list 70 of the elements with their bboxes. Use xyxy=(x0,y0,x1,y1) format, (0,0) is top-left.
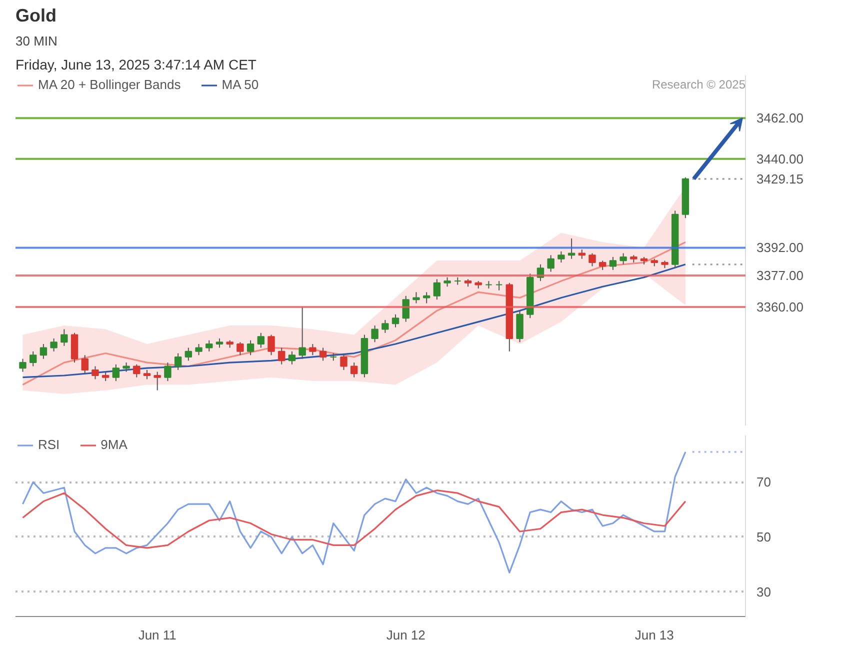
candlestick xyxy=(19,358,26,372)
candlestick xyxy=(40,344,48,360)
candlestick xyxy=(216,338,224,348)
candlestick xyxy=(143,369,151,380)
candlestick xyxy=(371,325,378,343)
y-tick-label: 3360.00 xyxy=(756,299,804,314)
y-tick-label: 3377.00 xyxy=(756,268,804,283)
y-tick-label: 50 xyxy=(756,529,771,544)
candlestick xyxy=(133,364,140,378)
candlestick xyxy=(588,252,596,267)
candlestick xyxy=(547,254,554,272)
chart-subtitle: 30 MIN xyxy=(16,34,58,48)
candlestick xyxy=(184,347,192,362)
legend-label: RSI xyxy=(38,437,60,452)
candlestick xyxy=(92,366,99,380)
candlestick xyxy=(154,371,161,391)
candlestick xyxy=(568,238,576,260)
candlestick xyxy=(422,292,430,304)
candlestick xyxy=(392,314,400,328)
candlestick xyxy=(164,362,172,382)
candlestick xyxy=(60,328,68,346)
candlestick xyxy=(112,364,120,382)
y-tick-label: 3392.00 xyxy=(756,240,804,256)
candlestick xyxy=(382,319,389,334)
candlestick xyxy=(319,347,327,362)
candlestick xyxy=(288,350,296,365)
chart-title: Gold xyxy=(16,6,56,26)
candlestick xyxy=(599,260,606,270)
candlestick xyxy=(102,371,110,382)
y-tick-label: 3429.15 xyxy=(756,171,804,186)
legend-label: MA 20 + Bollinger Bands xyxy=(38,77,181,92)
line-series xyxy=(22,264,686,378)
legend-label: 9MA xyxy=(100,437,128,452)
candlestick xyxy=(309,344,316,356)
candlestick xyxy=(495,280,503,291)
candlestick xyxy=(174,352,182,370)
candlestick xyxy=(298,306,306,360)
y-tick-label: 3462.00 xyxy=(756,110,804,126)
candlestick xyxy=(350,362,358,378)
candlestick xyxy=(558,250,565,264)
candlestick xyxy=(50,338,58,352)
candlestick xyxy=(412,292,420,304)
candlestick xyxy=(236,342,244,356)
y-tick-label: 30 xyxy=(756,584,771,600)
x-tick-label: Jun 12 xyxy=(386,628,426,642)
candlestick xyxy=(609,256,617,270)
candlestick xyxy=(81,354,88,374)
candlestick xyxy=(433,278,441,300)
text: Friday, June 13, 2025 3:47:14 AM CET xyxy=(16,56,257,72)
candlestick xyxy=(578,249,586,260)
candlestick xyxy=(340,354,348,370)
y-tick-label: 3440.00 xyxy=(756,151,804,166)
legend-label: MA 50 xyxy=(222,77,259,92)
candlestick xyxy=(206,340,213,352)
y-tick-label: 70 xyxy=(756,474,771,490)
x-tick-label: Jun 11 xyxy=(138,628,176,642)
candlestick xyxy=(29,350,37,367)
candlestick xyxy=(122,362,130,372)
line-series xyxy=(22,241,686,386)
candlestick xyxy=(268,334,275,356)
line-series xyxy=(22,490,686,549)
candlestick xyxy=(195,344,202,356)
candlestick xyxy=(278,347,286,365)
candlestick xyxy=(444,276,451,288)
candlestick xyxy=(246,340,254,356)
annotation: Research © 2025 xyxy=(652,78,746,92)
line-series xyxy=(22,451,686,574)
x-tick-label: Jun 13 xyxy=(634,628,674,642)
candlestick xyxy=(257,332,265,348)
candlestick xyxy=(620,252,627,265)
